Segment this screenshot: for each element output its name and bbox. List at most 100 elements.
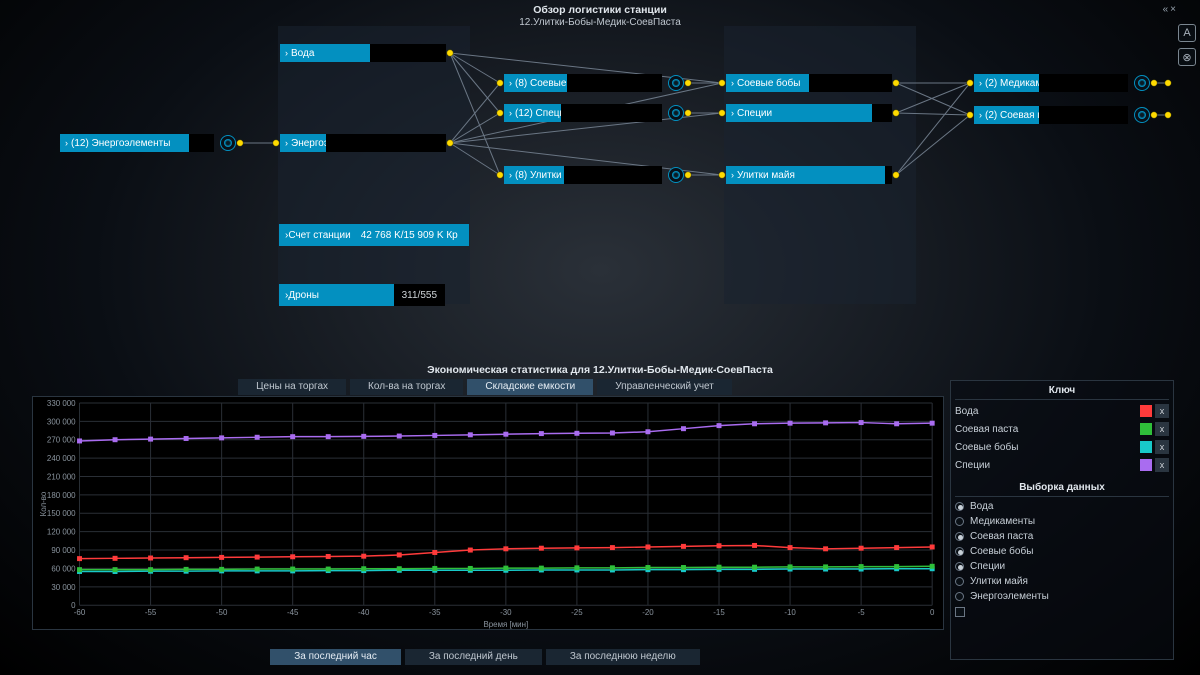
time-tab[interactable]: За последнюю неделю (546, 649, 700, 665)
station-account[interactable]: › Счет станции 42 768 K/15 909 K Кр (279, 224, 469, 246)
svg-text:240 000: 240 000 (47, 454, 76, 463)
drones-row[interactable]: › Дроны 311/555 (279, 284, 445, 306)
legend-row: Водаx (955, 402, 1169, 420)
close-icon[interactable]: × (1170, 4, 1176, 15)
stat-tab[interactable]: Управленческий учет (597, 379, 732, 395)
flow-node[interactable]: ›(2) Медикаменты (ПАР) (974, 74, 1128, 92)
dataset-row: Соевые бобы (955, 544, 1169, 559)
dataset-checkbox[interactable] (955, 607, 965, 617)
flow-node[interactable]: ›Соевые бобы (726, 74, 892, 92)
svg-text:-10: -10 (784, 608, 796, 617)
dataset-radio[interactable] (955, 577, 964, 586)
svg-text:-30: -30 (500, 608, 512, 617)
dataset-row: Вода (955, 499, 1169, 514)
drones-label: Дроны (288, 290, 319, 301)
svg-text:-60: -60 (74, 608, 86, 617)
svg-text:-55: -55 (145, 608, 157, 617)
svg-text:330 000: 330 000 (47, 399, 76, 408)
dataset-row: Специи (955, 559, 1169, 574)
dataset-row: Улитки майя (955, 574, 1169, 589)
flow-node[interactable]: ›(12) Энергоэлементы (60, 134, 214, 152)
flow-port-icon (668, 105, 684, 121)
flow-area: ›(12) Энергоэлементы ›Вода ›Энергоэлементы… (26, 26, 1174, 304)
column-bg-internal (278, 26, 470, 304)
flow-node[interactable]: ›Вода (280, 44, 446, 62)
legend-remove-button[interactable]: x (1155, 458, 1169, 472)
svg-text:90 000: 90 000 (51, 546, 76, 555)
account-label: Счет станции (288, 230, 350, 241)
legend-row: Соевые бобыx (955, 438, 1169, 456)
flow-node[interactable]: ›(12) Специи (504, 104, 662, 122)
svg-text:-15: -15 (713, 608, 725, 617)
legend-row: Специиx (955, 456, 1169, 474)
svg-text:-45: -45 (287, 608, 299, 617)
chart-wrap: 0 30 000 60 000 90 000 120 000 150 000 180 000… (32, 396, 944, 630)
flow-port-icon (220, 135, 236, 151)
economy-title: Экономическая статистика для 12.Улитки-Б… (26, 362, 1174, 379)
legend-title: Ключ (955, 383, 1169, 400)
flow-node[interactable]: ›Специи (726, 104, 892, 122)
dataset-radio[interactable] (955, 562, 964, 571)
svg-text:120 000: 120 000 (47, 528, 76, 537)
dataset-radio[interactable] (955, 532, 964, 541)
dataset-row (955, 604, 1169, 619)
time-tab[interactable]: За последний день (405, 649, 542, 665)
svg-text:-50: -50 (216, 608, 228, 617)
svg-text:-20: -20 (642, 608, 654, 617)
account-value: 42 768 K/15 909 K Кр (361, 230, 458, 241)
stat-tab[interactable]: Складские емкости (467, 379, 593, 395)
logistics-title: Обзор логистики станции (26, 4, 1174, 16)
flow-node[interactable]: ›(2) Соевая паста (ПАР) (974, 106, 1128, 124)
flow-connections (26, 26, 1174, 304)
svg-text:Кол-во: Кол-во (39, 491, 48, 516)
svg-text:60 000: 60 000 (51, 564, 76, 573)
flow-port-icon (1134, 75, 1150, 91)
legend-remove-button[interactable]: x (1155, 422, 1169, 436)
flow-port-icon (668, 167, 684, 183)
dataset-radio[interactable] (955, 592, 964, 601)
flow-port-icon (1134, 107, 1150, 123)
svg-text:0: 0 (930, 608, 935, 617)
time-tabs: За последний часЗа последний деньЗа посл… (26, 649, 944, 665)
svg-text:30 000: 30 000 (51, 583, 76, 592)
svg-text:-25: -25 (571, 608, 583, 617)
svg-text:150 000: 150 000 (47, 509, 76, 518)
economy-panel: Экономическая статистика для 12.Улитки-Б… (26, 362, 1174, 664)
svg-text:-5: -5 (858, 608, 866, 617)
svg-text:-40: -40 (358, 608, 370, 617)
dataset-row: Соевая паста (955, 529, 1169, 544)
stat-tab[interactable]: Кол-ва на торгах (350, 379, 463, 395)
svg-text:300 000: 300 000 (47, 417, 76, 426)
flow-node[interactable]: ›Улитки майя (726, 166, 892, 184)
legend-remove-button[interactable]: x (1155, 440, 1169, 454)
time-tab[interactable]: За последний час (270, 649, 401, 665)
flow-port-icon (668, 75, 684, 91)
dataset-radio[interactable] (955, 547, 964, 556)
storage-chart: 0 30 000 60 000 90 000 120 000 150 000 180 000… (32, 396, 944, 630)
svg-text:Время [мин]: Время [мин] (484, 620, 529, 629)
flow-node[interactable]: ›(8) Соевые бобы (ПАР) (504, 74, 662, 92)
dataset-radio[interactable] (955, 517, 964, 526)
legend-row: Соевая пастаx (955, 420, 1169, 438)
legend-remove-button[interactable]: x (1155, 404, 1169, 418)
collapse-icon[interactable]: « (1163, 4, 1169, 15)
dataset-title: Выборка данных (955, 480, 1169, 497)
stat-tab[interactable]: Цены на торгах (238, 379, 346, 395)
svg-text:270 000: 270 000 (47, 436, 76, 445)
flow-node[interactable]: ›Энергоэлементы (280, 134, 446, 152)
column-bg-products (724, 26, 916, 304)
dataset-row: Медикаменты (955, 514, 1169, 529)
svg-text:210 000: 210 000 (47, 472, 76, 481)
logistics-header: Обзор логистики станции 12.Улитки-Бобы-М… (26, 2, 1174, 28)
dataset-radio[interactable] (955, 502, 964, 511)
flow-node[interactable]: ›(8) Улитки майя (ПАР) (504, 166, 662, 184)
svg-text:-35: -35 (429, 608, 441, 617)
logistics-panel: Обзор логистики станции 12.Улитки-Бобы-М… (26, 2, 1174, 308)
drones-value: 311/555 (394, 284, 445, 306)
svg-text:180 000: 180 000 (47, 491, 76, 500)
side-toolbar: A ⊗ (1178, 24, 1196, 66)
dataset-row: Энергоэлементы (955, 589, 1169, 604)
window-controls: « × (1163, 4, 1176, 15)
tool-globe-icon[interactable]: ⊗ (1178, 48, 1196, 66)
tool-a-icon[interactable]: A (1178, 24, 1196, 42)
